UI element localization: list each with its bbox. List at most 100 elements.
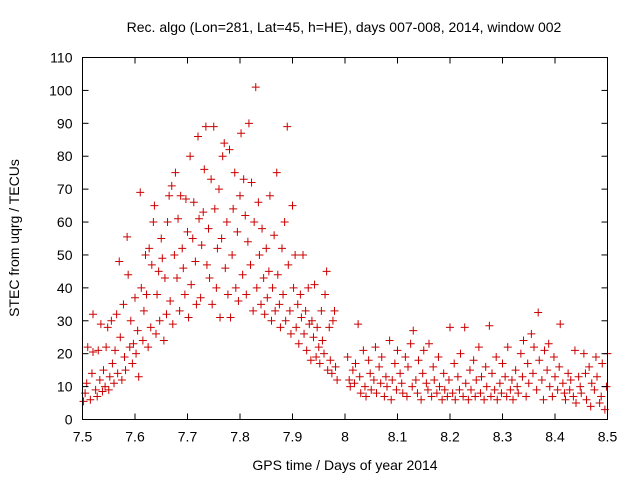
data-point [273, 270, 282, 279]
data-point [530, 343, 538, 352]
data-point [89, 348, 97, 357]
data-point [309, 333, 318, 342]
data-point [150, 201, 159, 210]
data-point [333, 376, 342, 385]
data-point [195, 214, 204, 223]
data-point [429, 362, 438, 371]
data-point [585, 362, 594, 371]
data-point [307, 316, 316, 325]
data-point [220, 139, 229, 148]
data-point [107, 316, 116, 325]
data-point [280, 218, 289, 227]
data-point [310, 280, 319, 289]
data-point [133, 326, 142, 335]
x-tick-label: 8.1 [388, 429, 408, 445]
data-point [490, 385, 499, 394]
data-point [199, 208, 208, 217]
data-point [174, 214, 183, 223]
data-point [539, 395, 548, 404]
data-point [438, 395, 447, 404]
data-point [157, 234, 166, 243]
data-point [168, 320, 177, 329]
data-point [89, 310, 97, 319]
data-point [138, 336, 147, 345]
data-point [480, 395, 489, 404]
x-axis: 7.5 7.6 7.7 7.8 7.9 8 8.1 8.2 8.3 8.4 8.5 [73, 57, 617, 445]
data-point [346, 382, 355, 391]
data-point [360, 382, 369, 391]
data-point [207, 175, 216, 184]
data-point [210, 204, 219, 213]
data-point [296, 290, 305, 299]
data-point [503, 343, 512, 352]
data-point [345, 376, 354, 385]
data-point [572, 399, 580, 408]
data-point [355, 372, 364, 381]
data-point [565, 385, 574, 394]
data-point [223, 290, 232, 299]
data-point [593, 372, 601, 381]
data-point [471, 392, 480, 401]
data-point [375, 362, 384, 371]
data-point [105, 372, 114, 381]
x-tick-label: 8.4 [545, 429, 565, 445]
data-point [259, 273, 268, 282]
y-axis: 0 10 20 30 40 50 60 70 80 90 100 110 [49, 50, 608, 428]
data-point [178, 244, 187, 253]
data-point [302, 346, 311, 355]
data-point [117, 376, 126, 385]
data-point [549, 352, 558, 361]
data-point [226, 313, 235, 322]
data-point [532, 385, 541, 394]
data-point [597, 392, 606, 401]
data-point [272, 168, 281, 177]
data-point [482, 382, 491, 391]
data-point [553, 385, 562, 394]
data-point [222, 218, 231, 227]
data-point [134, 372, 143, 381]
data-point [191, 257, 200, 266]
data-point [278, 244, 286, 253]
data-point [123, 232, 132, 241]
data-point [459, 392, 468, 401]
data-point [228, 250, 237, 259]
data-point [455, 385, 464, 394]
data-point [201, 122, 210, 131]
data-point [392, 385, 401, 394]
data-point [297, 313, 306, 322]
data-point [465, 366, 474, 375]
data-point [83, 343, 92, 352]
data-point [409, 326, 418, 335]
data-point [501, 372, 510, 381]
data-point [291, 250, 300, 259]
chart-title: Rec. algo (Lon=281, Lat=45, h=HE), days … [127, 19, 562, 35]
data-point [101, 382, 110, 391]
data-point [104, 385, 113, 394]
data-point [225, 145, 234, 154]
data-point [326, 356, 335, 365]
data-point [244, 119, 253, 128]
data-point [300, 329, 309, 338]
data-point [218, 152, 227, 161]
x-axis-label: GPS time / Days of year 2014 [252, 457, 437, 473]
data-point [423, 385, 432, 394]
data-point [502, 392, 511, 401]
data-point [312, 352, 321, 361]
data-point [472, 376, 481, 385]
data-point [145, 244, 154, 253]
x-tick-label: 7.8 [230, 429, 250, 445]
data-point [408, 382, 417, 391]
data-point [264, 267, 273, 276]
data-point [233, 227, 242, 236]
data-point [144, 343, 153, 352]
data-point [543, 366, 552, 375]
y-tick-label: 30 [57, 313, 73, 329]
data-point [464, 395, 473, 404]
data-point [265, 191, 274, 200]
data-point [116, 333, 125, 342]
data-point [192, 300, 201, 309]
data-point [162, 310, 171, 319]
data-point [149, 218, 158, 227]
data-point [241, 211, 250, 220]
data-point [205, 273, 214, 282]
